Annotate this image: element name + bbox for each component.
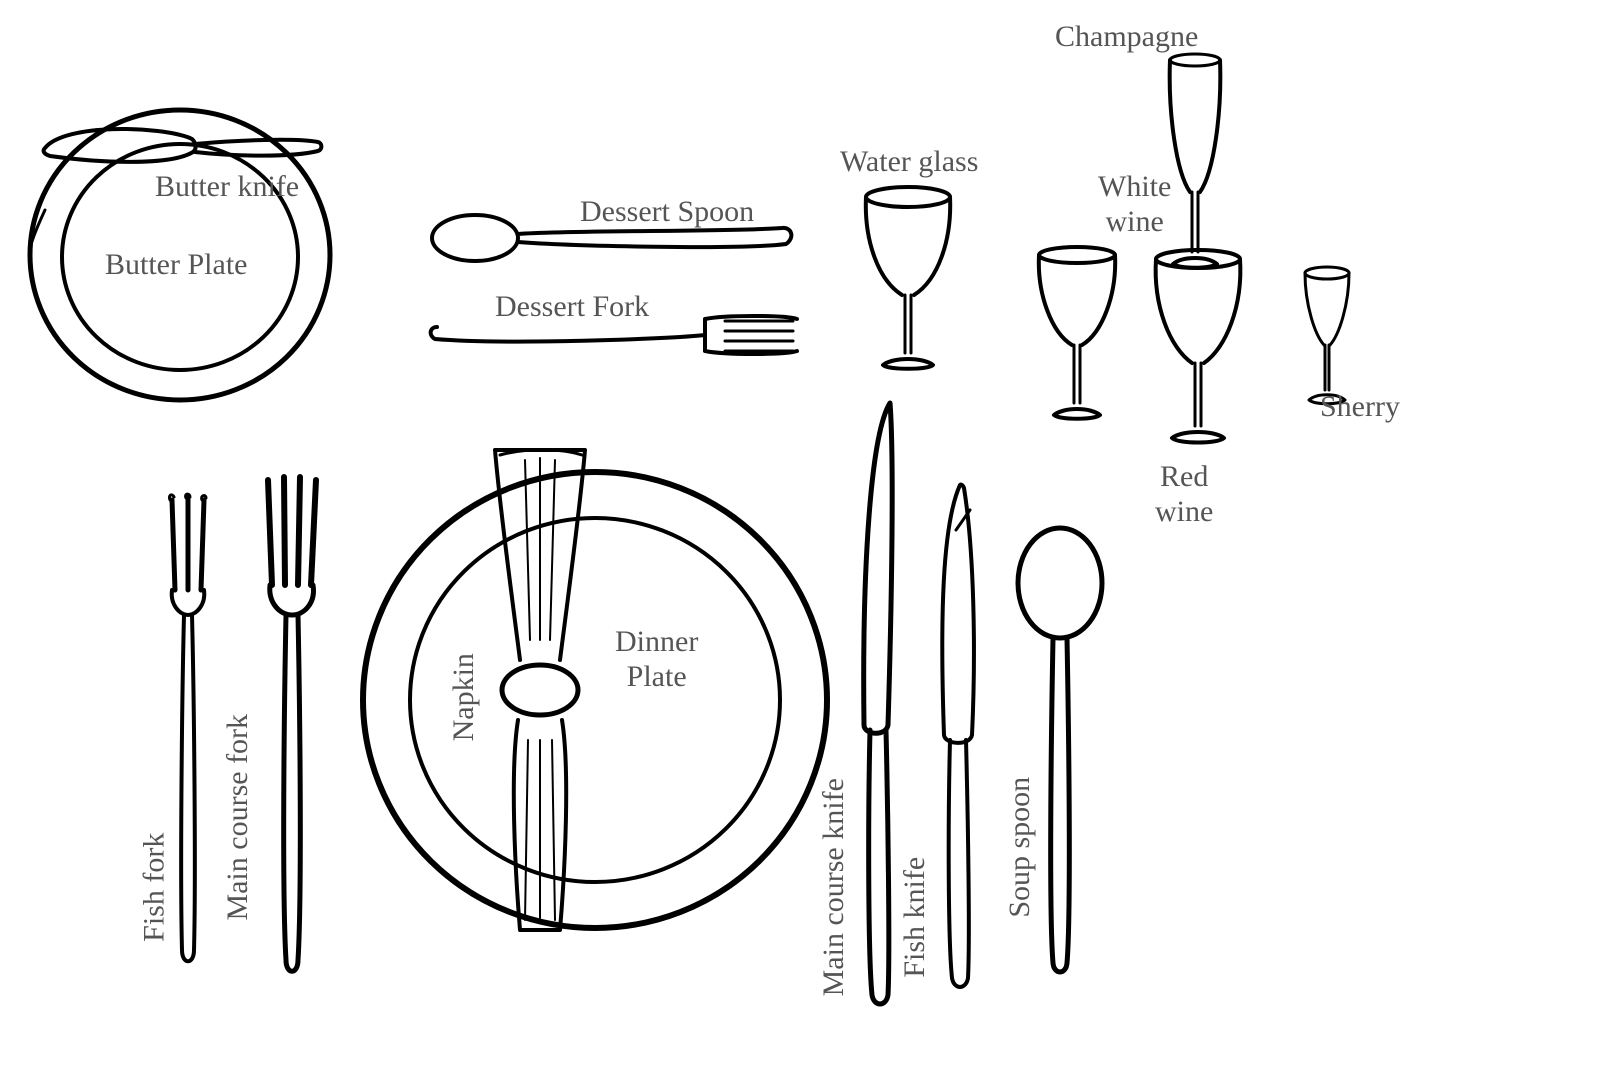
fish-knife-label: Fish knife [898,857,933,978]
main-course-fork-icon [258,475,333,980]
napkin-icon [470,440,610,940]
butter-plate-label: Butter Plate [105,248,247,283]
water-glass-icon [858,185,958,375]
red-wine-label: Red wine [1155,460,1213,529]
white-wine-label: White wine [1098,170,1171,239]
red-wine-glass-icon [1148,248,1248,448]
sherry-label: Sherry [1320,390,1400,425]
dinner-plate-label: Dinner Plate [615,625,698,694]
fish-knife-icon [930,480,990,995]
main-course-fork-label: Main course fork [221,714,256,921]
soup-spoon-label: Soup spoon [1003,777,1038,918]
napkin-label: Napkin [447,653,482,741]
table-setting-diagram: Butter knife Butter Plate Dessert Spoon … [0,0,1600,1074]
white-wine-glass-icon [1032,245,1122,425]
dessert-spoon-label: Dessert Spoon [580,195,754,230]
butter-knife-icon [40,118,325,173]
champagne-glass-icon [1158,52,1233,272]
champagne-label: Champagne [1055,20,1198,55]
fish-fork-label: Fish fork [137,833,172,942]
water-glass-label: Water glass [840,145,978,180]
butter-knife-label: Butter knife [155,170,299,205]
sherry-glass-icon [1295,265,1360,410]
main-course-knife-label: Main course knife [817,778,852,996]
dessert-fork-label: Dessert Fork [495,290,649,325]
